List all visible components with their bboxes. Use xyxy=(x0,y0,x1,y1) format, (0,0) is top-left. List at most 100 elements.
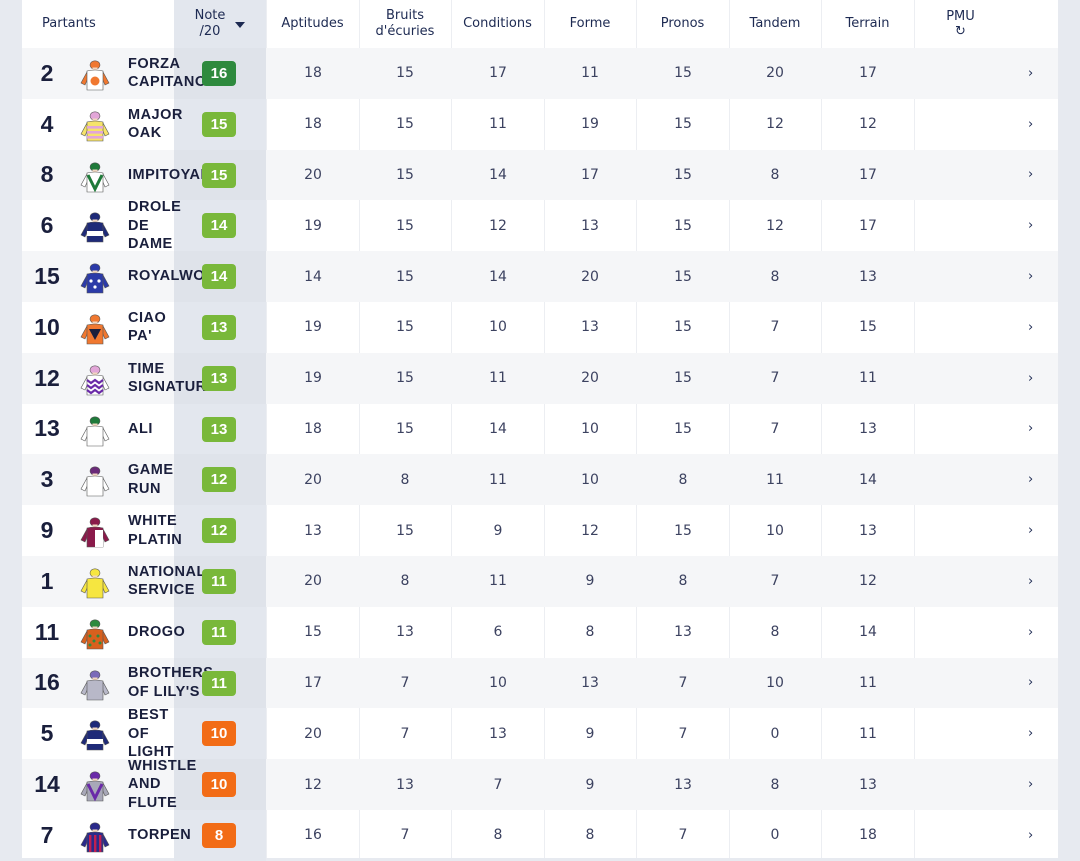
note-badge: 14 xyxy=(202,213,236,239)
runner-number: 11 xyxy=(34,618,60,645)
cell-tandem: 10 xyxy=(766,522,784,539)
cell-terrain: 11 xyxy=(859,674,877,691)
chevron-right-icon[interactable]: › xyxy=(1028,827,1034,843)
runner-number: 5 xyxy=(40,720,54,747)
cell-forme: 9 xyxy=(585,776,595,793)
chevron-right-icon[interactable]: › xyxy=(1028,726,1034,742)
cell-pronos: 7 xyxy=(678,725,688,742)
chevron-right-icon[interactable]: › xyxy=(1028,624,1034,640)
header-terrain[interactable]: Terrain xyxy=(845,16,890,31)
cell-tandem: 7 xyxy=(770,319,780,336)
header-note-sort[interactable]: Note/20 xyxy=(174,0,266,48)
table-row[interactable]: 2 FORZA CAPITANO 16 18 15 17 11 15 20 17 › xyxy=(22,48,1058,99)
horse-name[interactable]: TIME SIGNATURE xyxy=(128,360,217,396)
cell-aptitudes: 20 xyxy=(304,725,322,742)
chevron-right-icon[interactable]: › xyxy=(1028,269,1034,285)
chevron-right-icon[interactable]: › xyxy=(1028,777,1034,793)
cell-forme: 8 xyxy=(585,827,595,844)
table-row[interactable]: 1 NATIONAL SERVICE 11 20 8 11 9 8 7 12 › xyxy=(22,555,1058,607)
cell-tandem: 7 xyxy=(770,370,780,387)
horse-name[interactable]: MAJOR OAK xyxy=(128,106,183,142)
jockey-silk-icon xyxy=(78,107,112,143)
table-header: Partants Note/20 Aptitudes Bruits d'écuri… xyxy=(22,0,1058,48)
chevron-right-icon[interactable]: › xyxy=(1028,167,1034,183)
jockey-silk-icon xyxy=(78,513,112,549)
horse-name[interactable]: DROLE DE DAME xyxy=(128,199,182,253)
table-row[interactable]: 6 DROLE DE DAME 14 19 15 12 13 15 12 17 › xyxy=(22,199,1058,253)
header-bruits[interactable]: Bruits d'écuries xyxy=(375,8,435,39)
horse-name[interactable]: FORZA CAPITANO xyxy=(128,55,207,91)
cell-bruits: 8 xyxy=(400,573,410,590)
table-row[interactable]: 5 BEST OF LIGHT 10 20 7 13 9 7 0 11 › xyxy=(22,707,1058,761)
horse-name[interactable]: IMPITOYABLE xyxy=(128,166,231,183)
cell-aptitudes: 13 xyxy=(304,522,322,539)
horse-name[interactable]: ROYALWOOD xyxy=(128,268,228,285)
chevron-right-icon[interactable]: › xyxy=(1028,370,1034,386)
horse-name[interactable]: BROTHERS OF LILY'S xyxy=(128,665,214,700)
header-forme[interactable]: Forme xyxy=(569,16,611,31)
runner-number: 9 xyxy=(40,517,54,544)
header-tandem[interactable]: Tandem xyxy=(749,16,801,31)
cell-conditions: 11 xyxy=(489,116,507,133)
table-row[interactable]: 11 DROGO 11 15 13 6 8 13 8 14 › xyxy=(22,606,1058,658)
cell-pronos: 15 xyxy=(674,166,692,183)
cell-tandem: 12 xyxy=(766,217,784,234)
table-row[interactable]: 7 TORPEN 8 16 7 8 8 7 0 18 › xyxy=(22,809,1058,861)
table-row[interactable]: 4 MAJOR OAK 15 18 15 11 19 15 12 12 › xyxy=(22,98,1058,150)
chevron-right-icon[interactable]: › xyxy=(1028,523,1034,539)
header-pmu[interactable]: PMU ↻ xyxy=(946,9,975,39)
runner-number: 1 xyxy=(40,567,54,594)
chevron-right-icon[interactable]: › xyxy=(1028,675,1034,691)
cell-tandem: 8 xyxy=(770,776,780,793)
refresh-icon[interactable]: ↻ xyxy=(955,24,966,39)
horse-name[interactable]: ALI xyxy=(128,420,153,437)
cell-aptitudes: 18 xyxy=(304,116,322,133)
table-row[interactable]: 8 IMPITOYABLE 15 20 15 14 17 15 8 17 › xyxy=(22,149,1058,201)
header-aptitudes[interactable]: Aptitudes xyxy=(281,16,344,31)
chevron-right-icon[interactable]: › xyxy=(1028,65,1034,81)
cell-pronos: 15 xyxy=(674,217,692,234)
table-row[interactable]: 9 WHITE PLATIN 12 13 15 9 12 15 10 13 › xyxy=(22,505,1058,556)
chevron-right-icon[interactable]: › xyxy=(1028,319,1034,335)
header-conditions[interactable]: Conditions xyxy=(463,16,532,31)
horse-name[interactable]: TORPEN xyxy=(128,827,192,844)
jockey-silk-icon xyxy=(78,666,112,702)
table-row[interactable]: 12 TIME SIGNATURE 13 19 15 11 20 15 7 11 › xyxy=(22,352,1058,404)
jockey-silk-icon xyxy=(78,158,112,194)
cell-bruits: 15 xyxy=(396,268,414,285)
chevron-right-icon[interactable]: › xyxy=(1028,472,1034,488)
note-badge: 13 xyxy=(202,314,236,340)
chevron-right-icon[interactable]: › xyxy=(1028,573,1034,589)
horse-name[interactable]: WHISTLE AND FLUTE xyxy=(128,757,197,811)
table-row[interactable]: 10 CIAO PA' 13 19 15 10 13 15 7 15 › xyxy=(22,301,1058,353)
runner-number: 8 xyxy=(40,161,54,188)
cell-aptitudes: 18 xyxy=(304,420,322,437)
note-badge: 15 xyxy=(202,162,236,188)
cell-pronos: 7 xyxy=(678,674,688,691)
chevron-right-icon[interactable]: › xyxy=(1028,218,1034,234)
horse-name[interactable]: GAME RUN xyxy=(128,462,174,497)
horse-name[interactable]: BEST OF LIGHT xyxy=(128,707,174,761)
jockey-silk-icon xyxy=(78,56,112,92)
cell-conditions: 10 xyxy=(489,674,507,691)
table-row[interactable]: 3 GAME RUN 12 20 8 11 10 8 11 14 › xyxy=(22,454,1058,506)
column-divider xyxy=(544,0,545,858)
header-pronos[interactable]: Pronos xyxy=(660,16,705,31)
horse-name[interactable]: WHITE PLATIN xyxy=(128,513,183,548)
cell-bruits: 13 xyxy=(396,776,414,793)
chevron-right-icon[interactable]: › xyxy=(1028,116,1034,132)
table-row[interactable]: 14 WHISTLE AND FLUTE 10 12 13 7 9 13 8 13 › xyxy=(22,757,1058,811)
horse-name[interactable]: NATIONAL SERVICE xyxy=(128,563,206,599)
table-row[interactable]: 15 ROYALWOOD 14 14 15 14 20 15 8 13 › xyxy=(22,251,1058,302)
horse-name[interactable]: DROGO xyxy=(128,623,186,640)
header-partants[interactable]: Partants xyxy=(42,16,96,31)
horse-name[interactable]: CIAO PA' xyxy=(128,309,167,345)
cell-terrain: 17 xyxy=(859,166,877,183)
chevron-right-icon[interactable]: › xyxy=(1028,421,1034,437)
cell-aptitudes: 19 xyxy=(304,217,322,234)
cell-aptitudes: 14 xyxy=(304,268,322,285)
table-row[interactable]: 16 BROTHERS OF LILY'S 11 17 7 10 13 7 10 11 › xyxy=(22,657,1058,709)
table-row[interactable]: 13 ALI 13 18 15 14 10 15 7 13 › xyxy=(22,403,1058,455)
cell-terrain: 18 xyxy=(859,827,877,844)
column-divider xyxy=(636,0,637,858)
